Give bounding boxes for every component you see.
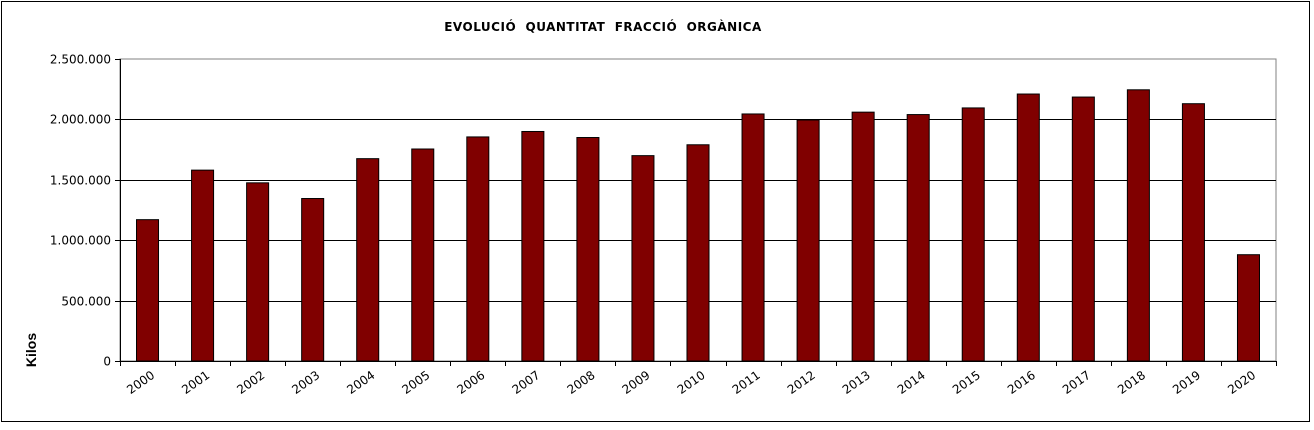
bar-2004 — [356, 158, 380, 362]
bar-2006 — [466, 136, 490, 362]
bar-2002 — [246, 182, 270, 362]
y-tick-label-3: 1.500.000 — [50, 174, 111, 188]
bar-2003 — [301, 198, 325, 362]
bar-2020 — [1236, 254, 1260, 362]
bar-2015 — [961, 107, 985, 362]
bar-2013 — [851, 111, 875, 362]
bar-2007 — [521, 130, 545, 362]
y-tick-label-2: 1.000.000 — [50, 234, 111, 248]
bar-2010 — [686, 144, 710, 362]
bar-2019 — [1181, 103, 1205, 362]
y-tick-label-4: 2.000.000 — [50, 113, 111, 127]
y-tick-label-1: 500.000 — [61, 295, 111, 309]
bar-2018 — [1126, 89, 1150, 362]
bar-2014 — [906, 114, 930, 362]
y-tick-label-0: 0 — [103, 355, 111, 369]
bar-2005 — [411, 148, 435, 362]
bar-2001 — [191, 169, 215, 362]
bar-2000 — [136, 219, 160, 362]
bar-layer — [136, 89, 1260, 362]
bar-2017 — [1071, 96, 1095, 362]
axis-layer — [115, 59, 1277, 366]
bar-2011 — [741, 113, 765, 362]
chart-title: EVOLUCIÓ QUANTITAT FRACCIÓ ORGÀNICA — [444, 19, 762, 34]
bar-2009 — [631, 155, 655, 362]
y-axis-label: Kilos — [23, 333, 39, 367]
bar-2008 — [576, 137, 600, 362]
bar-2012 — [796, 119, 820, 362]
y-tick-labels: 0 500.000 1.000.000 1.500.000 2.000.000 2.500… — [50, 53, 111, 369]
y-tick-label-5: 2.500.000 — [50, 53, 111, 67]
bar-2016 — [1016, 93, 1040, 362]
